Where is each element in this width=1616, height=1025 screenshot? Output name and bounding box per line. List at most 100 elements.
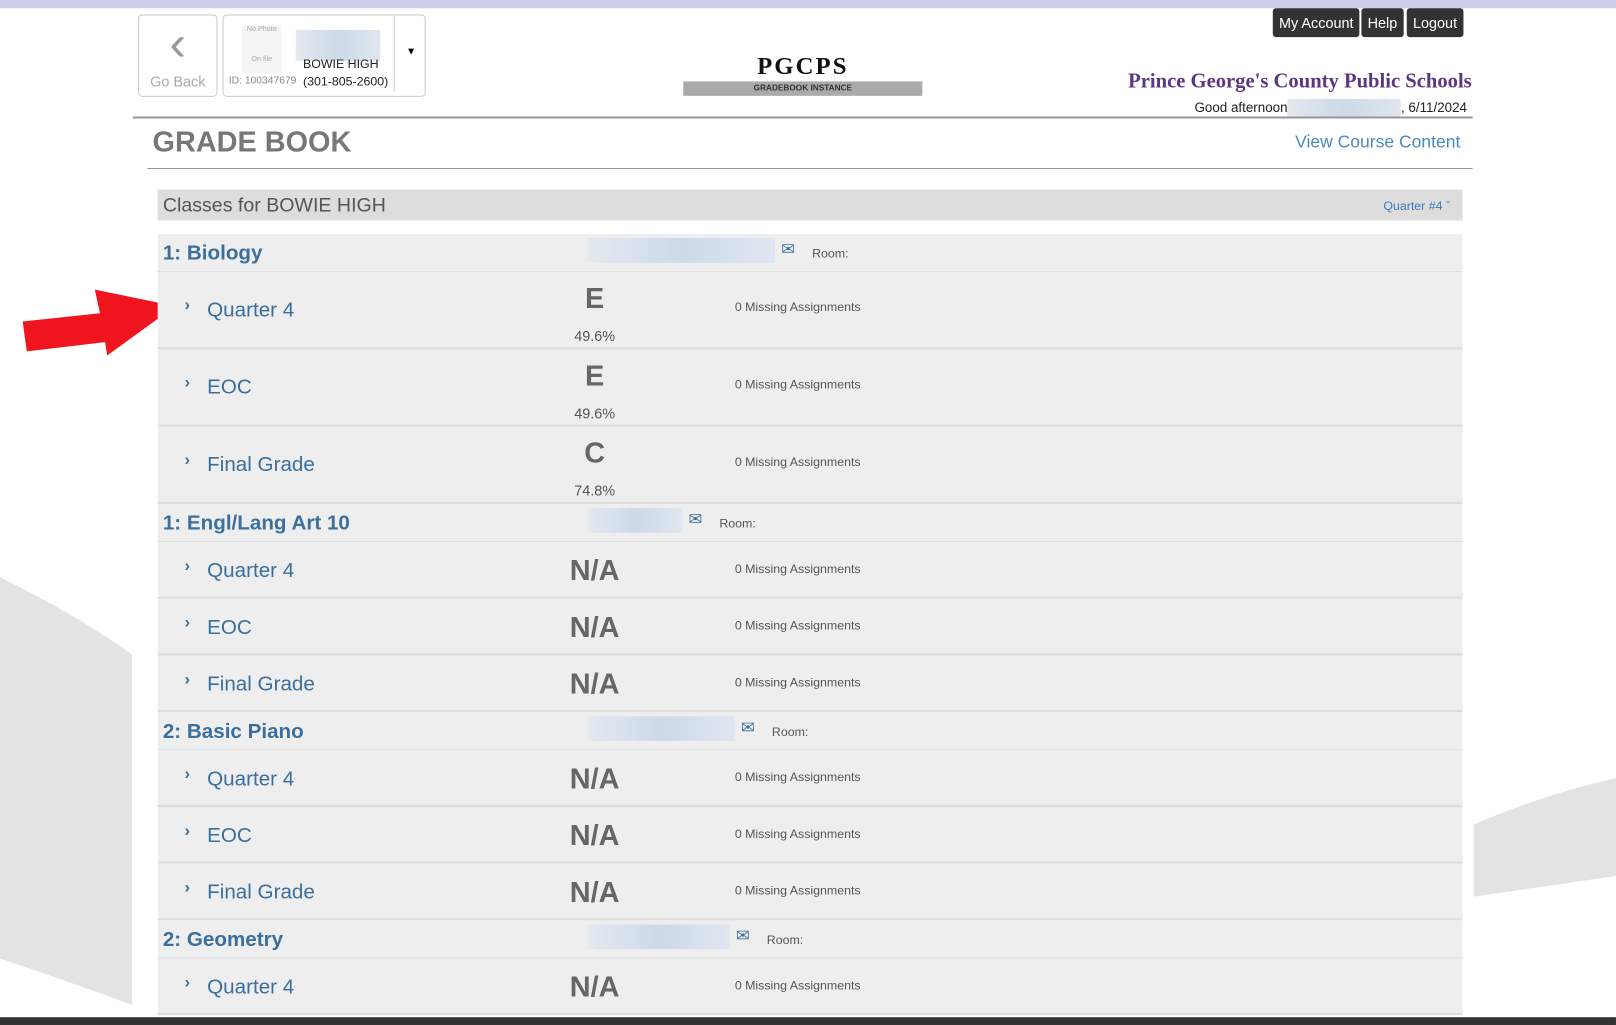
grade: N/A (569, 819, 620, 852)
grade-row[interactable]: › EOC E 49.6% 0 Missing Assignments (157, 349, 1463, 427)
redacted-name (295, 29, 381, 61)
period: Quarter 4 (207, 559, 295, 583)
missing-count: 0 Missing Assignments (734, 299, 861, 315)
chevron: › (184, 765, 190, 784)
email-icon[interactable]: ✉ (688, 511, 703, 529)
period: Final Grade (207, 453, 315, 477)
period: Quarter 4 (207, 975, 295, 999)
student-id: ID: 100347679 (228, 75, 297, 87)
grade-row[interactable]: › Final Grade N/A 0 Missing Assignments (157, 863, 1463, 921)
redacted-teacher (587, 716, 735, 742)
grade: C (584, 436, 606, 469)
chevron: › (184, 879, 190, 897)
photo-top: No Photo (246, 25, 277, 33)
dropdown-caret[interactable]: ▼ (406, 46, 417, 58)
period: Quarter 4 (207, 767, 295, 791)
term-selector[interactable]: Quarter #4 ˇ (1383, 198, 1451, 214)
percent: 74.8% (574, 482, 616, 499)
chevron: › (184, 670, 190, 689)
course-name: 1: Biology (162, 242, 263, 265)
email-icon[interactable]: ✉ (781, 241, 796, 259)
period: EOC (207, 824, 252, 848)
grade: N/A (569, 667, 620, 700)
help-button[interactable]: Help (1361, 8, 1404, 38)
greeting: Good afternoon , 6/11/2024 (1194, 98, 1468, 118)
my-account-button[interactable]: My Account (1272, 8, 1360, 38)
course-content-link[interactable]: View Course Content (1295, 131, 1461, 152)
course-header: 1: Biology ✉ Room: (157, 233, 1463, 273)
chevron: › (184, 973, 190, 992)
grade: N/A (569, 611, 620, 644)
classes-header: Classes for BOWIE HIGH Quarter #4 ˇ (157, 189, 1463, 221)
student-card[interactable]: No Photo On file ID: 100347679 BOWIE HIGH… (222, 14, 426, 97)
grade: N/A (569, 970, 620, 1003)
chevron: › (184, 822, 190, 840)
course-name: 2: Basic Piano (162, 720, 304, 744)
grade-row[interactable]: › Final Grade N/A 0 Missing Assignments (157, 655, 1463, 713)
grade-row[interactable]: › EOC N/A 0 Missing Assignments (157, 806, 1463, 864)
email-icon[interactable]: ✉ (741, 719, 755, 737)
percent: 49.6% (574, 405, 616, 422)
missing-count: 0 Missing Assignments (734, 883, 861, 898)
district: Prince George's County Public Schools (1128, 70, 1472, 93)
grade: N/A (569, 554, 620, 587)
grade-row[interactable]: › Quarter 4 E 49.6% 0 Missing Assignments (157, 272, 1463, 350)
room-label: Room: (771, 724, 809, 739)
phone: (301-805-2600) (302, 74, 389, 89)
course-name: 2: Geometry (162, 928, 284, 952)
redacted-user (1287, 98, 1401, 118)
missing-count: 0 Missing Assignments (734, 826, 861, 841)
room-label: Room: (812, 246, 849, 261)
redacted-teacher (587, 508, 683, 533)
chevron: › (184, 374, 190, 392)
missing-count: 0 Missing Assignments (734, 618, 861, 633)
period: Final Grade (207, 672, 315, 696)
chevron: › (184, 451, 190, 469)
grade-row[interactable]: › Final Grade C 74.8% 0 Missing Assignments (157, 426, 1463, 504)
school: BOWIE HIGH (302, 56, 379, 72)
back-icon: ‹ (169, 16, 187, 72)
missing-count: 0 Missing Assignments (734, 978, 861, 993)
grade: N/A (569, 876, 620, 908)
grade: N/A (569, 762, 620, 795)
redacted-teacher (587, 238, 776, 263)
date: , 6/11/2024 (1400, 99, 1468, 115)
rule (132, 116, 1473, 119)
email-icon[interactable]: ✉ (735, 927, 750, 946)
missing-count: 0 Missing Assignments (734, 454, 861, 469)
rule (147, 167, 1473, 170)
chevron: › (184, 296, 190, 315)
classes-heading: Classes for BOWIE HIGH (162, 194, 386, 217)
grade-row[interactable]: › Quarter 4 N/A 0 Missing Assignments (157, 750, 1463, 807)
room-label: Room: (719, 516, 756, 531)
go-back-label: Go Back (150, 73, 206, 90)
course-header: 1: Engl/Lang Art 10 ✉ Room: (157, 503, 1463, 543)
course-name: 1: Engl/Lang Art 10 (162, 512, 350, 535)
chevron: › (184, 614, 190, 632)
missing-count: 0 Missing Assignments (734, 561, 861, 577)
missing-count: 0 Missing Assignments (734, 377, 861, 392)
course-header: 2: Basic Piano ✉ Room: (157, 712, 1463, 751)
page-title: GRADE BOOK (152, 125, 352, 158)
go-back-button[interactable]: ‹ Go Back (138, 14, 218, 97)
grade-row[interactable]: › EOC N/A 0 Missing Assignments (157, 598, 1463, 656)
course-header: 2: Geometry ✉ Room: (157, 920, 1463, 959)
term: Quarter #4 (1383, 198, 1443, 214)
grade: E (585, 359, 605, 392)
logo-text: PGCPS (757, 53, 849, 81)
logout-button[interactable]: Logout (1406, 8, 1464, 38)
photo: No Photo On file (242, 25, 282, 74)
divider (393, 15, 395, 92)
grade-row[interactable]: › Quarter 4 N/A 0 Missing Assignments (157, 958, 1463, 1016)
grade: E (585, 282, 605, 315)
percent: 49.6% (574, 327, 616, 345)
logo: PGCPS GRADEBOOK INSTANCE (683, 45, 923, 96)
period: Final Grade (207, 881, 315, 904)
missing-count: 0 Missing Assignments (734, 769, 861, 785)
photo-bottom: On file (251, 55, 273, 63)
period: EOC (207, 616, 252, 639)
grade-row[interactable]: › Quarter 4 N/A 0 Missing Assignments (157, 542, 1463, 599)
